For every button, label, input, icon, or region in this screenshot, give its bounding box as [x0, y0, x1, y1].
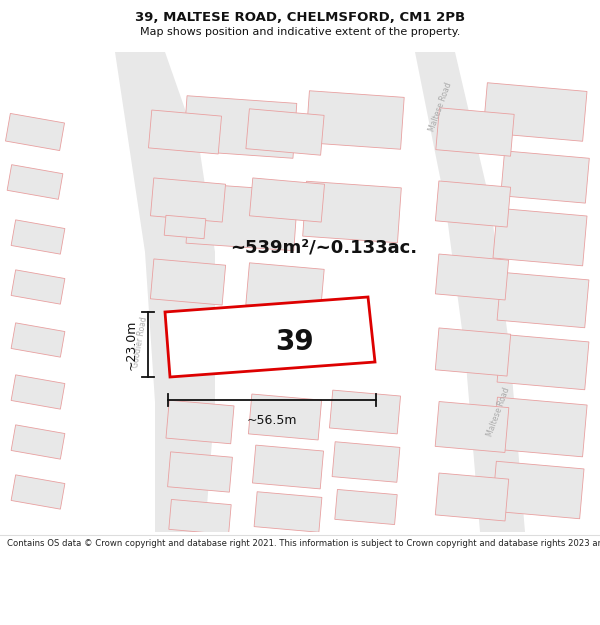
Text: ~539m²/~0.133ac.: ~539m²/~0.133ac.	[230, 238, 417, 256]
Polygon shape	[11, 375, 65, 409]
Polygon shape	[169, 499, 231, 534]
Polygon shape	[329, 390, 401, 434]
Polygon shape	[435, 401, 509, 452]
Polygon shape	[332, 442, 400, 483]
Polygon shape	[164, 215, 206, 239]
Polygon shape	[306, 91, 404, 149]
Text: Maltese Road: Maltese Road	[485, 386, 511, 438]
Polygon shape	[253, 445, 323, 489]
Text: ~56.5m: ~56.5m	[247, 414, 297, 427]
Polygon shape	[183, 96, 297, 158]
Polygon shape	[436, 473, 509, 521]
Polygon shape	[11, 220, 65, 254]
Polygon shape	[151, 178, 226, 222]
Polygon shape	[254, 492, 322, 532]
Polygon shape	[7, 164, 63, 199]
Polygon shape	[493, 397, 587, 457]
Polygon shape	[436, 254, 509, 300]
Polygon shape	[166, 400, 234, 444]
Polygon shape	[302, 181, 401, 243]
Polygon shape	[436, 181, 511, 227]
Polygon shape	[167, 452, 232, 492]
Polygon shape	[115, 52, 215, 532]
Polygon shape	[186, 183, 298, 251]
Text: ~23.0m: ~23.0m	[125, 319, 138, 369]
Text: Goodier Road: Goodier Road	[131, 316, 149, 368]
Polygon shape	[483, 82, 587, 141]
Polygon shape	[248, 394, 322, 440]
Text: Map shows position and indicative extent of the property.: Map shows position and indicative extent…	[140, 28, 460, 38]
Polygon shape	[250, 178, 325, 222]
Text: 39, MALTESE ROAD, CHELMSFORD, CM1 2PB: 39, MALTESE ROAD, CHELMSFORD, CM1 2PB	[135, 11, 465, 24]
Polygon shape	[436, 107, 514, 156]
Polygon shape	[497, 272, 589, 328]
Polygon shape	[493, 208, 587, 266]
Polygon shape	[11, 475, 65, 509]
Polygon shape	[246, 109, 324, 155]
Polygon shape	[148, 110, 221, 154]
Polygon shape	[5, 113, 65, 151]
Polygon shape	[497, 334, 589, 390]
Polygon shape	[501, 151, 589, 203]
Polygon shape	[165, 297, 375, 377]
Polygon shape	[151, 259, 226, 305]
Text: Contains OS data © Crown copyright and database right 2021. This information is : Contains OS data © Crown copyright and d…	[7, 539, 600, 548]
Polygon shape	[436, 328, 511, 376]
Polygon shape	[415, 52, 525, 532]
Text: 39: 39	[275, 328, 314, 356]
Polygon shape	[246, 262, 324, 311]
Text: Maltese Road: Maltese Road	[427, 81, 453, 132]
Polygon shape	[11, 323, 65, 357]
Polygon shape	[11, 425, 65, 459]
Polygon shape	[492, 461, 584, 519]
Polygon shape	[335, 489, 397, 524]
Polygon shape	[11, 270, 65, 304]
